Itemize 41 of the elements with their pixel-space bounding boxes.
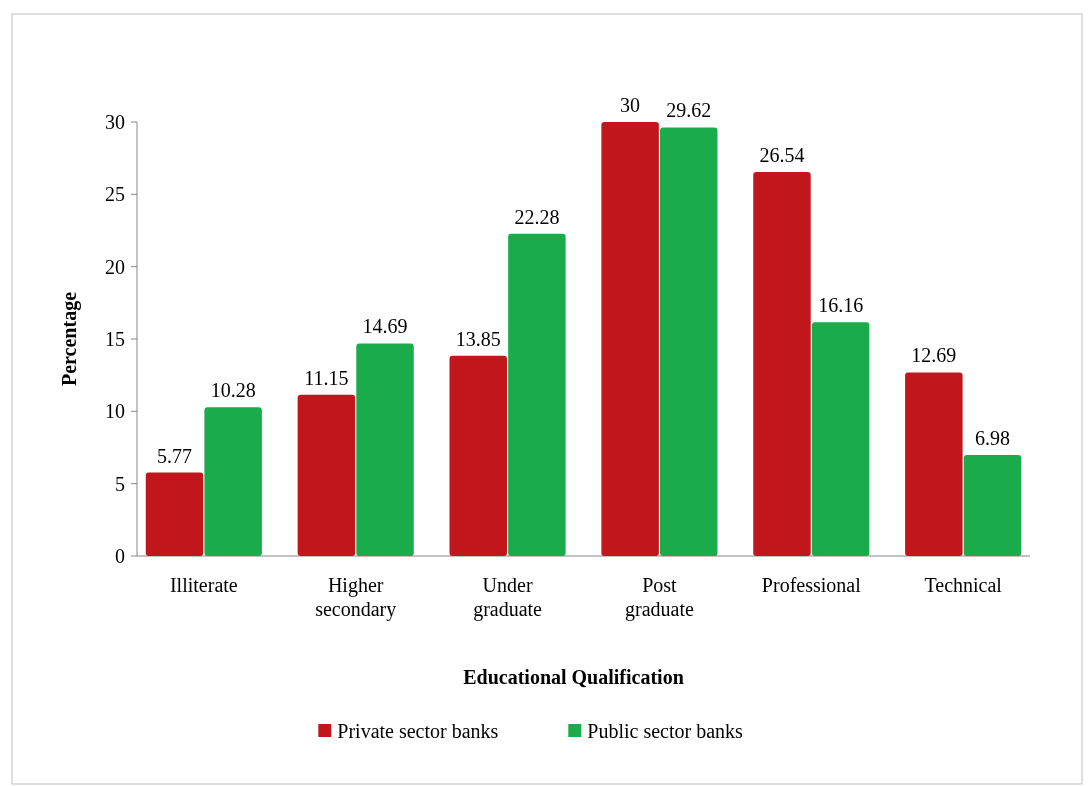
data-label: 5.77 [157, 444, 192, 467]
data-label: 22.28 [514, 205, 560, 228]
y-tick-label: 10 [105, 400, 125, 423]
y-tick-label: 30 [105, 111, 125, 133]
data-label: 26.54 [759, 144, 805, 167]
bar [449, 355, 507, 556]
bar [963, 455, 1022, 556]
legend-label: Public sector banks [587, 720, 744, 742]
x-tick-label: Post graduate [625, 574, 694, 621]
data-label: 10.28 [210, 379, 256, 402]
x-tick-label: Higher secondary [315, 574, 397, 621]
data-label: 30 [620, 94, 641, 116]
bar [145, 472, 204, 556]
x-tick-label: Professional [761, 574, 862, 596]
y-tick-label: 0 [115, 545, 125, 567]
bar [811, 322, 870, 556]
data-label: 16.16 [818, 294, 864, 317]
y-tick-label: 15 [105, 328, 125, 350]
y-tick-label: 20 [105, 255, 125, 278]
bar [660, 127, 718, 556]
x-tick-label: Under graduate [473, 574, 543, 621]
bar [356, 343, 414, 556]
data-label: 12.69 [911, 344, 957, 367]
bar [204, 407, 262, 556]
bar [905, 372, 963, 556]
bar [508, 233, 566, 556]
data-label: 6.98 [975, 427, 1010, 450]
bar [753, 172, 811, 556]
data-label: 29.62 [666, 99, 712, 122]
legend-label: Private sector banks [337, 720, 499, 742]
x-tick-label: Technical [924, 574, 1003, 596]
bar [601, 122, 659, 556]
x-axis-title: Educational Qualification [463, 666, 684, 688]
data-label: 13.85 [455, 327, 501, 350]
y-tick-label: 5 [115, 472, 125, 495]
data-label: 14.69 [362, 315, 408, 338]
x-tick-label: Illiterate [169, 574, 238, 596]
y-tick-label: 25 [105, 183, 125, 206]
bar [297, 394, 356, 556]
data-label: 11.15 [304, 366, 349, 389]
y-axis-title: Percentage [58, 291, 81, 387]
